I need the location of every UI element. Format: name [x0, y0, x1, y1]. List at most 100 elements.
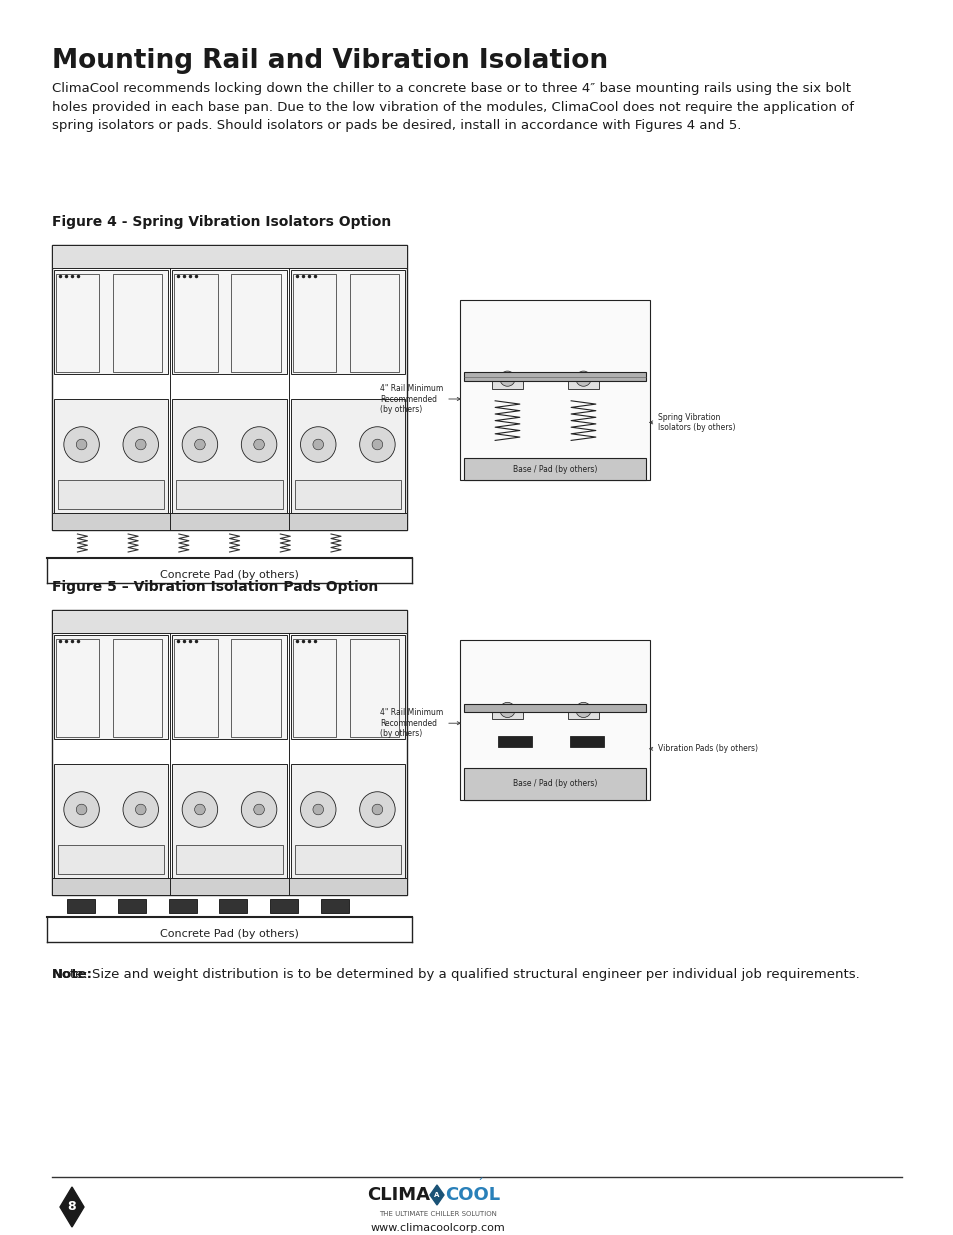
Bar	[568, 704, 598, 719]
Bar	[291, 635, 405, 739]
Bar	[350, 274, 398, 372]
Text: ClimaCool recommends locking down the chiller to a concrete base or to three 4″ : ClimaCool recommends locking down the ch…	[52, 82, 853, 132]
Bar	[492, 704, 522, 719]
Bar	[67, 899, 95, 913]
Circle shape	[253, 804, 264, 815]
Bar	[52, 245, 407, 530]
Bar	[568, 372, 598, 389]
Bar	[172, 399, 286, 513]
Bar	[58, 480, 164, 509]
Bar	[459, 300, 649, 480]
Bar	[52, 513, 407, 530]
Bar	[54, 635, 168, 739]
Bar	[293, 274, 335, 372]
Bar	[463, 768, 645, 800]
Bar	[291, 399, 405, 513]
Bar	[463, 458, 645, 480]
Circle shape	[182, 427, 217, 462]
Text: Figure 5 – Vibration Isolation Pads Option: Figure 5 – Vibration Isolation Pads Opti…	[52, 580, 377, 594]
Circle shape	[576, 703, 591, 718]
Circle shape	[64, 792, 99, 827]
Text: Base / Pad (by others): Base / Pad (by others)	[513, 779, 597, 788]
Bar	[169, 899, 196, 913]
Bar	[56, 274, 99, 372]
Circle shape	[64, 427, 99, 462]
Bar	[291, 269, 405, 374]
Bar	[176, 480, 282, 509]
Bar	[463, 372, 645, 382]
Bar	[294, 846, 400, 874]
Circle shape	[194, 804, 205, 815]
Text: www.climacoolcorp.com: www.climacoolcorp.com	[370, 1223, 505, 1233]
Circle shape	[372, 804, 382, 815]
Text: 8: 8	[68, 1200, 76, 1214]
Circle shape	[135, 440, 146, 450]
Bar	[172, 764, 286, 878]
Text: Spring Vibration
Isolators (by others): Spring Vibration Isolators (by others)	[649, 412, 735, 432]
Polygon shape	[430, 1186, 443, 1205]
Circle shape	[76, 804, 87, 815]
Circle shape	[300, 427, 335, 462]
Bar	[113, 274, 162, 372]
Bar	[291, 764, 405, 878]
Text: CLIMA: CLIMA	[367, 1186, 430, 1204]
Circle shape	[241, 427, 276, 462]
Circle shape	[499, 370, 515, 387]
Bar	[52, 610, 407, 632]
Circle shape	[300, 792, 335, 827]
Bar	[350, 638, 398, 737]
Bar	[463, 704, 645, 713]
Text: A: A	[434, 1192, 439, 1198]
Bar	[270, 899, 297, 913]
Circle shape	[253, 440, 264, 450]
Circle shape	[123, 792, 158, 827]
Bar	[459, 640, 649, 800]
Text: Figure 4 - Spring Vibration Isolators Option: Figure 4 - Spring Vibration Isolators Op…	[52, 215, 391, 228]
Bar	[172, 635, 286, 739]
Circle shape	[194, 440, 205, 450]
Bar	[54, 399, 168, 513]
Bar	[497, 736, 532, 747]
Circle shape	[359, 427, 395, 462]
Text: Vibration Pads (by others): Vibration Pads (by others)	[649, 745, 758, 753]
Bar	[52, 610, 407, 895]
Text: ´: ´	[476, 1178, 482, 1192]
Circle shape	[499, 703, 515, 718]
Circle shape	[182, 792, 217, 827]
Text: 4" Rail Minimum
Recommended
(by others): 4" Rail Minimum Recommended (by others)	[379, 709, 459, 739]
Circle shape	[359, 792, 395, 827]
Bar	[174, 274, 217, 372]
Text: THE ULTIMATE CHILLER SOLUTION: THE ULTIMATE CHILLER SOLUTION	[378, 1212, 497, 1216]
Text: Mounting Rail and Vibration Isolation: Mounting Rail and Vibration Isolation	[52, 48, 607, 74]
Circle shape	[372, 440, 382, 450]
Circle shape	[135, 804, 146, 815]
Bar	[118, 899, 146, 913]
Circle shape	[313, 440, 323, 450]
Text: 4" Rail Minimum
Recommended
(by others): 4" Rail Minimum Recommended (by others)	[379, 384, 459, 414]
Bar	[113, 638, 162, 737]
Circle shape	[76, 440, 87, 450]
Circle shape	[241, 792, 276, 827]
Text: Note: Size and weight distribution is to be determined by a qualified structural: Note: Size and weight distribution is to…	[52, 968, 859, 981]
Bar	[52, 878, 407, 895]
Bar	[54, 764, 168, 878]
Bar	[174, 638, 217, 737]
Circle shape	[576, 370, 591, 387]
Bar	[570, 736, 604, 747]
Text: Concrete Pad (by others): Concrete Pad (by others)	[160, 929, 298, 939]
Bar	[320, 899, 349, 913]
Text: Note:: Note:	[52, 968, 92, 981]
Bar	[52, 245, 407, 268]
Bar	[492, 372, 522, 389]
Bar	[232, 638, 280, 737]
Bar	[232, 274, 280, 372]
Bar	[294, 480, 400, 509]
Bar	[219, 899, 247, 913]
Text: Concrete Pad (by others): Concrete Pad (by others)	[160, 571, 298, 580]
Circle shape	[313, 804, 323, 815]
Text: COOL: COOL	[444, 1186, 499, 1204]
Circle shape	[123, 427, 158, 462]
Bar	[54, 269, 168, 374]
Bar	[293, 638, 335, 737]
Bar	[172, 269, 286, 374]
